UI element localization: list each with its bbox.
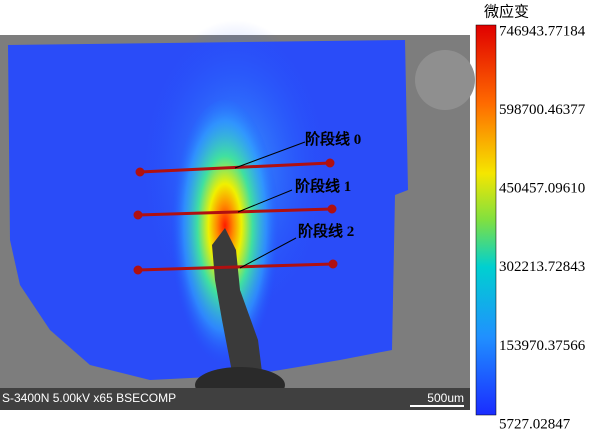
- endpoint: [135, 167, 145, 177]
- colorbar-label: 153970.37566: [499, 338, 586, 354]
- info-right: 500um: [427, 391, 464, 405]
- stage-label: 阶段线 1: [295, 177, 351, 195]
- leaders: [234, 141, 306, 269]
- info-bar: [0, 388, 470, 410]
- stage-label: 阶段线 0: [305, 130, 361, 148]
- crack: [212, 228, 262, 372]
- micrograph: S-3400N 5.00kV x65 BSECOMP 500um: [0, 20, 475, 410]
- colorbar-label: 5727.02847: [499, 416, 571, 432]
- colorbar-label: 450457.09610: [499, 181, 585, 197]
- colorbar-title: 微应变: [484, 2, 529, 20]
- stage-label: 阶段线 2: [298, 222, 354, 240]
- stage-line: [137, 207, 333, 217]
- endpoint: [133, 265, 143, 275]
- leader: [234, 141, 306, 169]
- endpoint: [133, 210, 143, 220]
- colorbar-labels: 746943.77184 598700.46377 450457.09610 3022…: [499, 23, 586, 432]
- colorbar-label: 598700.46377: [499, 102, 586, 118]
- colorbar-label: 746943.77184: [499, 23, 586, 39]
- grain: [415, 50, 475, 110]
- stage-line: [137, 262, 334, 272]
- endpoint: [328, 259, 338, 269]
- info-left: S-3400N 5.00kV x65 BSECOMP: [2, 391, 176, 405]
- leader: [237, 189, 293, 213]
- endpoint: [325, 158, 335, 168]
- colorbar: [475, 24, 497, 416]
- colorbar-label: 302213.72843: [499, 259, 585, 275]
- leader: [239, 237, 297, 269]
- endpoint: [327, 204, 337, 214]
